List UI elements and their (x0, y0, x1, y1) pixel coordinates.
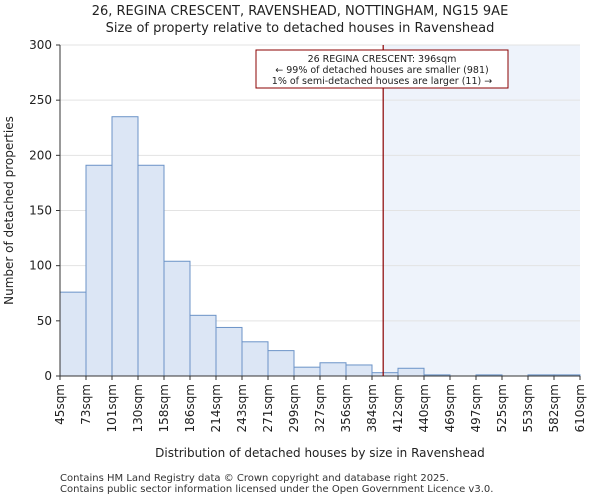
histogram-bar (345, 364, 373, 377)
x-tick-label: 610sqm (573, 384, 587, 432)
chart-title: 26, REGINA CRESCENT, RAVENSHEAD, NOTTING… (91, 4, 509, 19)
histogram-bar (85, 164, 113, 377)
x-tick-label: 158sqm (157, 384, 171, 432)
x-tick-label: 497sqm (469, 384, 483, 432)
annotation-box (255, 49, 509, 89)
footer-copyright: Contains HM Land Registry data © Crown c… (60, 473, 449, 484)
y-tick-label: 300 (29, 38, 52, 52)
y-tick-label: 200 (29, 148, 52, 162)
histogram-bar (267, 350, 295, 377)
annotation-line-1: 26 REGINA CRESCENT: 396sqm (308, 54, 457, 65)
y-tick-label: 150 (29, 204, 52, 218)
histogram-bar (397, 367, 425, 377)
x-tick-label: 299sqm (287, 384, 301, 432)
x-tick-label: 243sqm (235, 384, 249, 432)
x-tick-label: 327sqm (313, 384, 327, 432)
y-tick-label: 250 (29, 93, 52, 107)
histogram-bar (319, 362, 347, 377)
x-tick-label: 582sqm (547, 384, 561, 432)
x-tick-label: 384sqm (365, 384, 379, 432)
x-tick-label: 412sqm (391, 384, 405, 432)
x-tick-label: 186sqm (183, 384, 197, 432)
histogram-bar (215, 326, 243, 377)
x-tick-label: 45sqm (53, 384, 67, 425)
histogram-bar (241, 341, 269, 377)
y-tick-label: 50 (37, 314, 52, 328)
histogram-bar (163, 260, 191, 377)
x-tick-label: 73sqm (79, 384, 93, 425)
footer-licence: Contains public sector information licen… (60, 484, 494, 495)
y-tick-label: 0 (44, 369, 52, 383)
x-tick-label: 553sqm (521, 384, 535, 432)
x-tick-label: 440sqm (417, 384, 431, 432)
annotation-line-2: ← 99% of detached houses are smaller (98… (275, 65, 488, 76)
annotation-line-3: 1% of semi-detached houses are larger (1… (272, 76, 492, 87)
x-tick-label: 469sqm (443, 384, 457, 432)
x-axis-label: Distribution of detached houses by size … (155, 446, 485, 460)
histogram-bar (59, 291, 87, 377)
x-tick-label: 525sqm (495, 384, 509, 432)
histogram-bar (293, 366, 321, 377)
x-tick-label: 214sqm (209, 384, 223, 432)
y-tick-label: 100 (29, 259, 52, 273)
histogram-bar (189, 314, 217, 377)
histogram-bar (137, 164, 165, 377)
x-tick-label: 271sqm (261, 384, 275, 432)
x-tick-label: 130sqm (131, 384, 145, 432)
x-tick-label: 356sqm (339, 384, 353, 432)
chart-subtitle: Size of property relative to detached ho… (105, 21, 495, 36)
histogram-bar (111, 116, 139, 377)
x-tick-label: 101sqm (105, 384, 119, 432)
y-axis-label: Number of detached properties (2, 116, 16, 305)
